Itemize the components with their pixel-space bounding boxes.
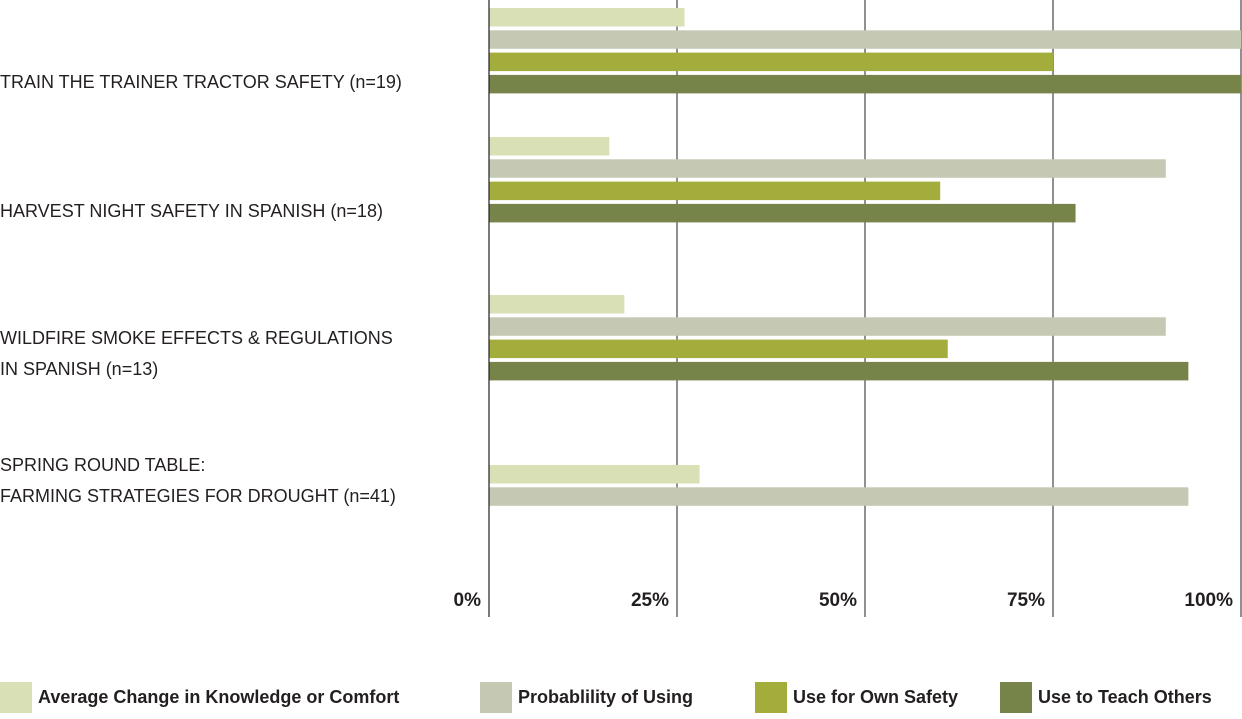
bar <box>489 74 1241 94</box>
bar <box>489 317 1166 336</box>
x-tick-label: 75% <box>1007 590 1045 611</box>
x-tick-label: 100% <box>1184 590 1233 611</box>
category-label: HARVEST NIGHT SAFETY IN SPANISH (n=18) <box>0 201 383 221</box>
bar <box>489 52 1053 72</box>
legend-label: Average Change in Knowledge or Comfort <box>38 687 399 707</box>
bar <box>489 339 948 359</box>
bar <box>489 203 1076 223</box>
legend-label: Use for Own Safety <box>793 687 958 707</box>
category-label: WILDFIRE SMOKE EFFECTS & REGULATIONS IN S… <box>0 328 393 379</box>
legend-swatch <box>1000 682 1032 713</box>
x-tick-label: 0% <box>454 590 482 611</box>
x-tick-label: 25% <box>631 590 669 611</box>
bar <box>489 361 1189 381</box>
bar <box>489 30 1241 49</box>
bar <box>489 487 1189 506</box>
bar <box>489 159 1166 178</box>
legend-label: Probablility of Using <box>518 687 693 707</box>
x-tick-label: 50% <box>819 590 857 611</box>
bar <box>489 137 610 156</box>
bar <box>489 181 941 201</box>
legend-swatch <box>755 682 787 713</box>
legend-swatch <box>0 682 32 713</box>
bar <box>489 465 700 484</box>
category-label: SPRING ROUND TABLE: FARMING STRATEGIES FO… <box>0 455 396 506</box>
category-label: TRAIN THE TRAINER TRACTOR SAFETY (n=19) <box>0 72 402 92</box>
legend-label: Use to Teach Others <box>1038 687 1212 707</box>
legend-swatch <box>480 682 512 713</box>
bar <box>489 8 685 27</box>
bar <box>489 295 625 314</box>
